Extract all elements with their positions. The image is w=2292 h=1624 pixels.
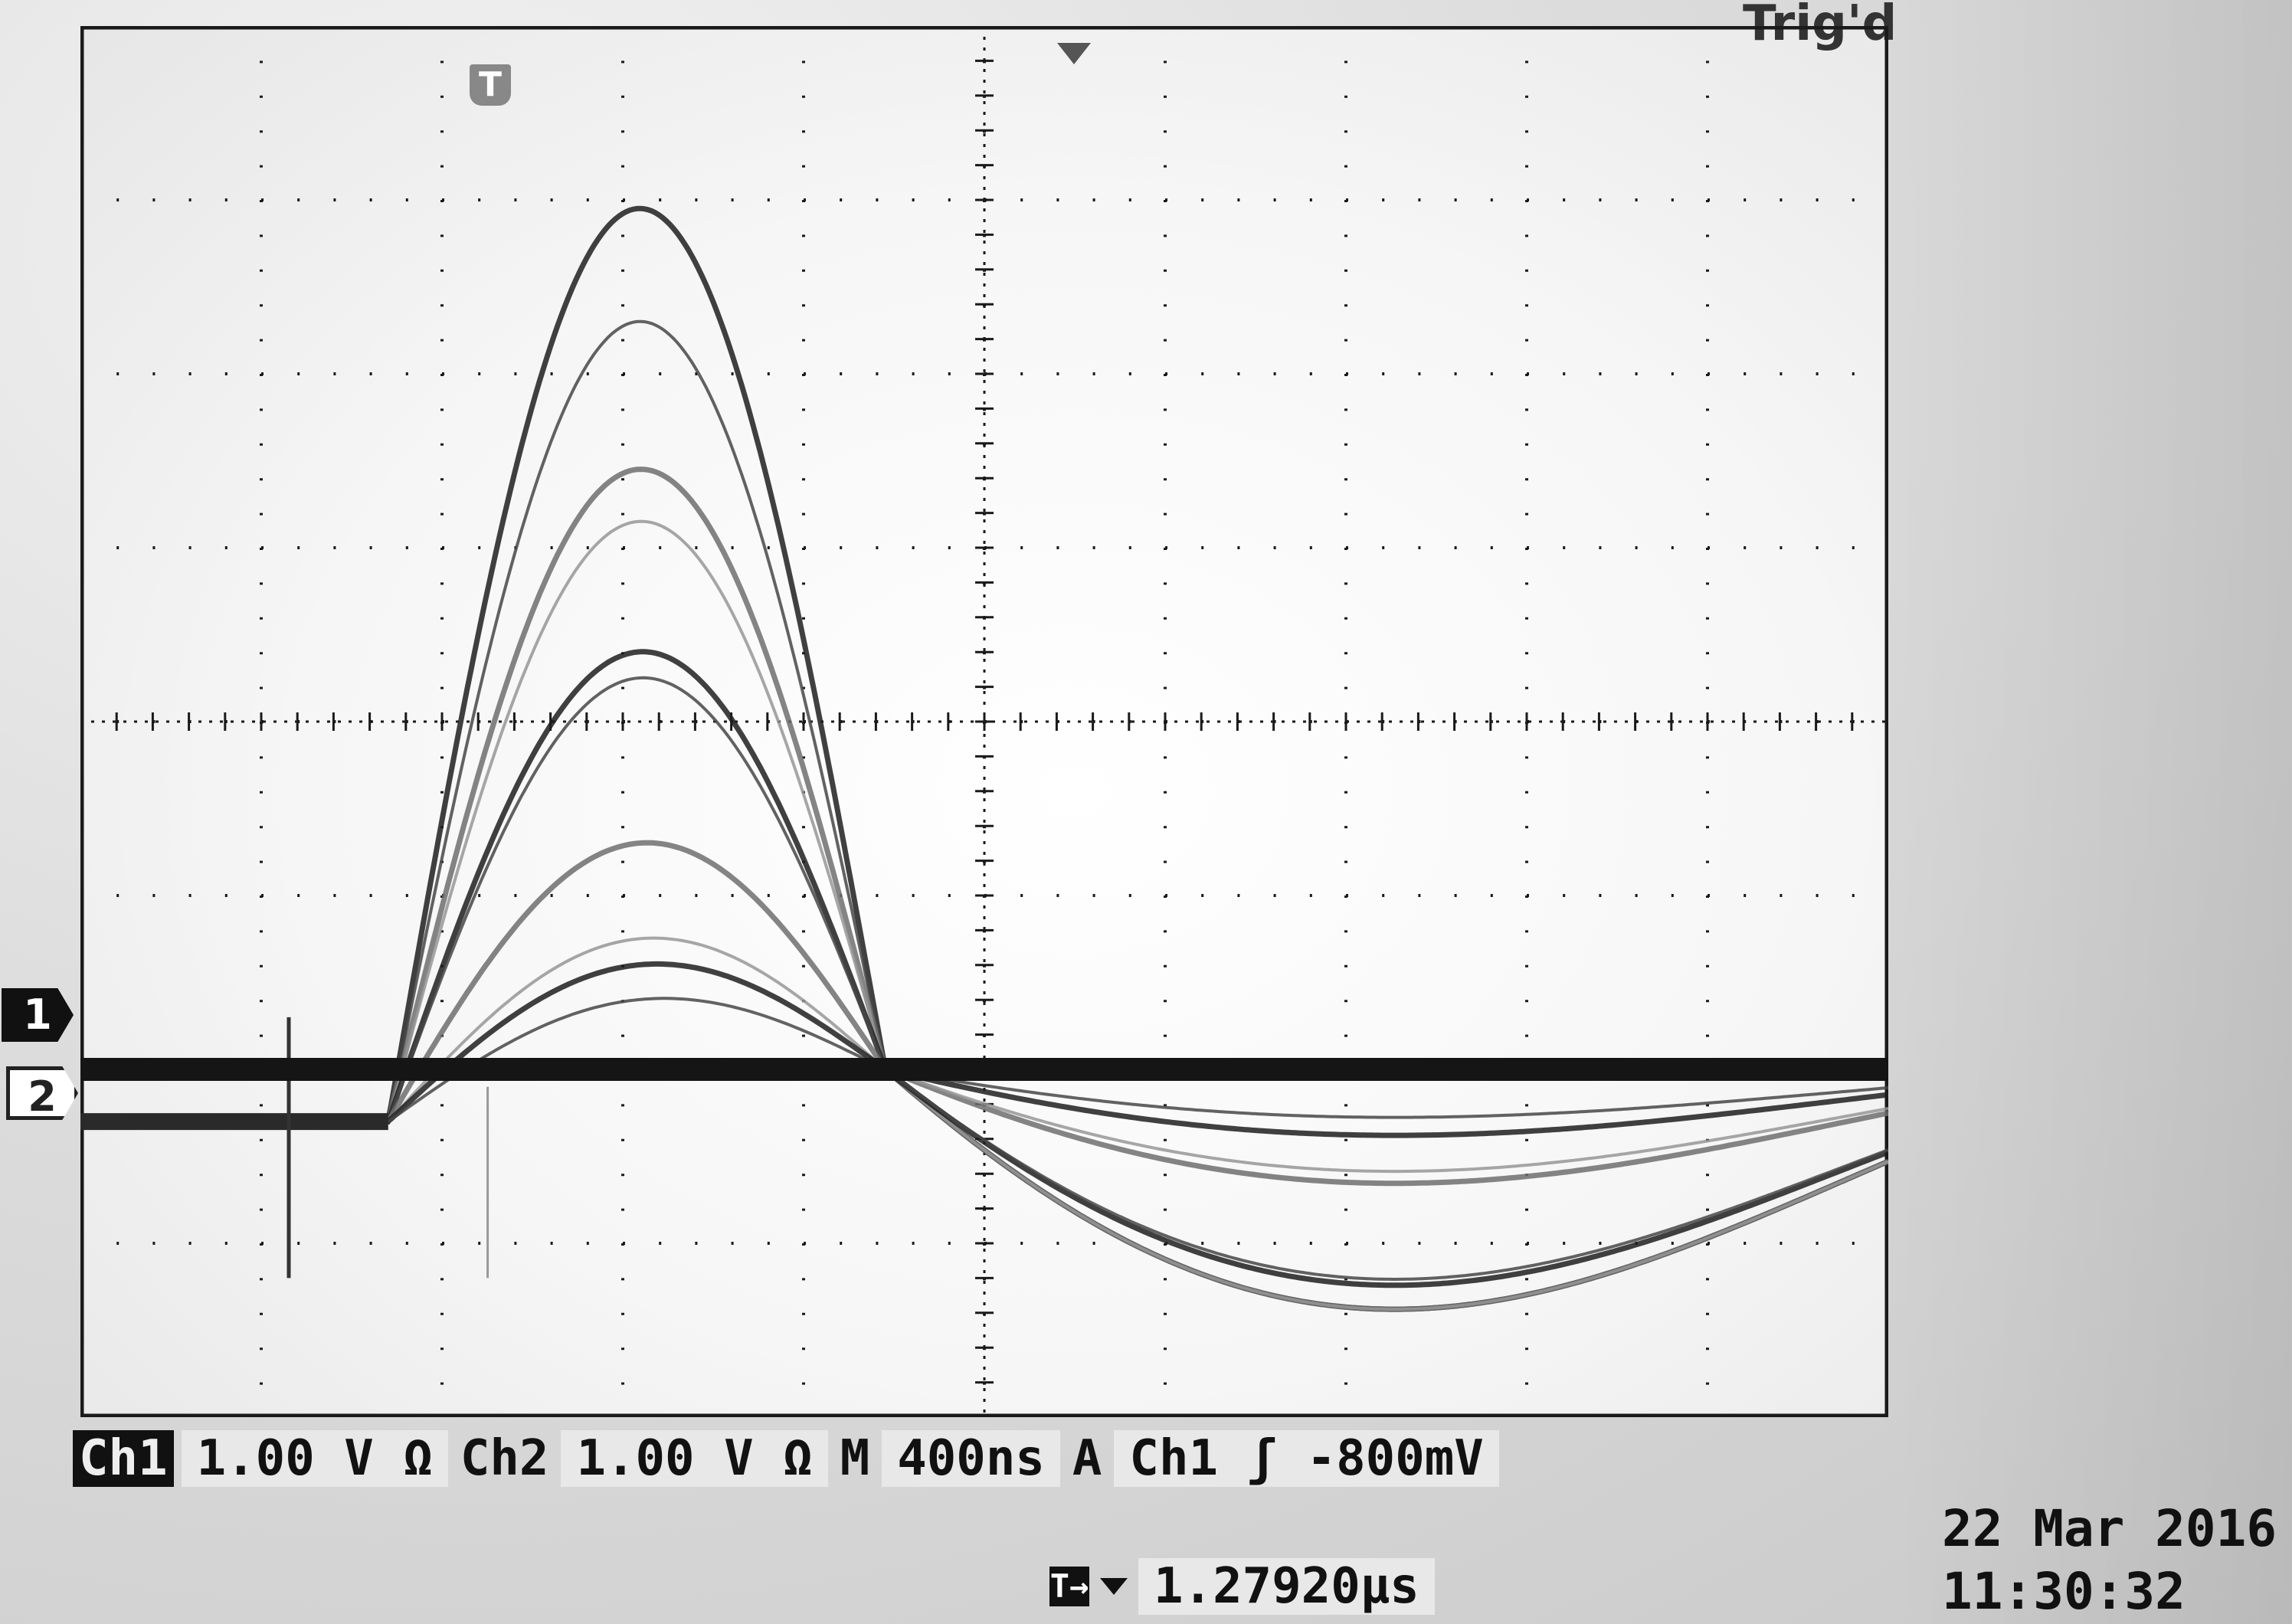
trigger-settings[interactable]: Ch1 ʃ -800mV [1114,1430,1499,1487]
trigger-delay-value: 1.27920µs [1138,1558,1435,1615]
trigger-delay-readout[interactable]: T→ 1.27920µs [1049,1552,1435,1621]
trigger-position-icon: T [470,64,511,106]
trigger-time-marker-icon [1057,43,1091,64]
ch1-ground-marker[interactable]: 1 [2,988,74,1042]
ch2-scale[interactable]: 1.00 V Ω [561,1430,828,1487]
acquisition-label: A [1072,1430,1102,1487]
ch2-ground-marker[interactable]: 2 [6,1066,78,1120]
ch2-waveform-trace [80,319,1888,1311]
timebase-value[interactable]: 400ns [882,1430,1060,1487]
ch1-label[interactable]: Ch1 [73,1430,174,1487]
bezel-shade [1894,0,2292,1624]
date-time: 22 Mar 2016 11:30:32 [1942,1498,2277,1623]
arrow-down-icon [1100,1578,1128,1595]
date-text: 22 Mar 2016 [1942,1499,2277,1558]
ch1-scale[interactable]: 1.00 V Ω [181,1430,448,1487]
trigger-delay-icon: T→ [1049,1567,1089,1606]
trigger-edge-icon: ʃ [1247,1430,1278,1487]
waveform-display [80,26,1888,1417]
status-bar: Ch1 1.00 V Ω Ch2 1.00 V Ω M 400ns A Ch1 … [73,1426,1896,1491]
trigger-source: Ch1 [1129,1430,1218,1487]
timebase-label: M [840,1430,870,1487]
ch2-waveform-trace [80,936,1888,1174]
trigger-level: -800mV [1306,1430,1484,1487]
time-text: 11:30:32 [1942,1562,2186,1621]
ch2-label[interactable]: Ch2 [460,1430,549,1487]
scope-screen: Trig'd T [80,0,1897,1417]
